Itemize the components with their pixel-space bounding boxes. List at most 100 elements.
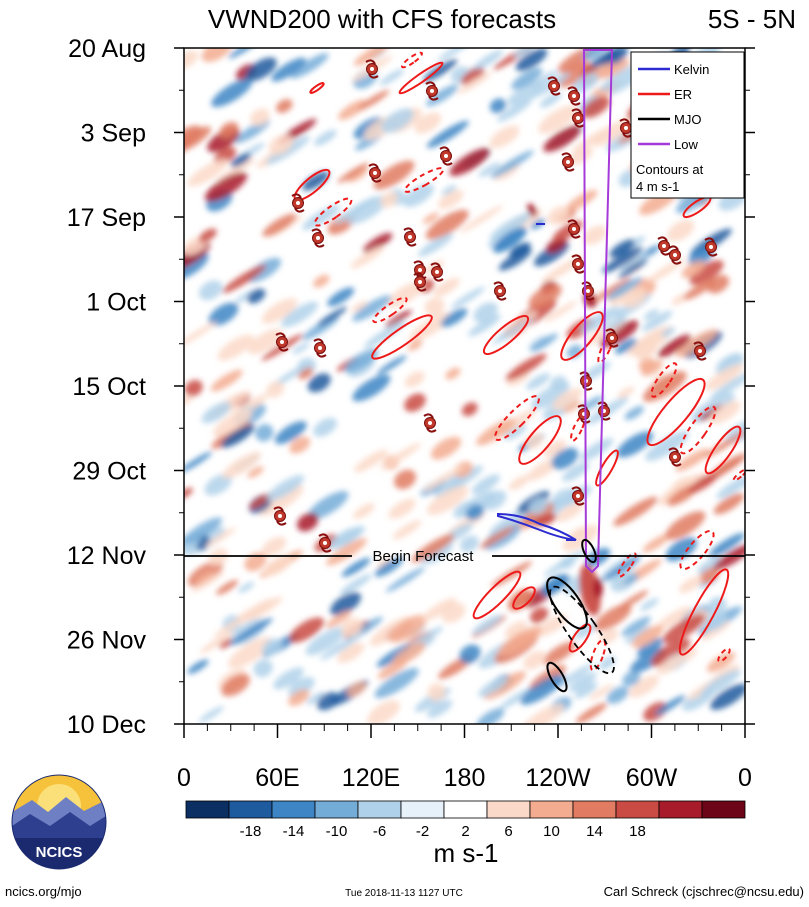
anomaly-blob <box>479 525 515 549</box>
anomaly-blob <box>426 120 469 149</box>
anomaly-blob <box>276 99 293 114</box>
anomaly-blob <box>201 48 233 63</box>
anomaly-blob <box>710 683 745 710</box>
anomaly-blob <box>424 297 445 317</box>
anomaly-blob <box>441 185 457 196</box>
anomaly-blob <box>325 610 352 628</box>
colorbar-swatch <box>443 800 488 819</box>
anomaly-blob <box>425 209 469 240</box>
anomaly-blob <box>418 233 454 257</box>
y-tick-label: 12 Nov <box>67 542 147 570</box>
anomaly-blob <box>394 469 417 490</box>
anomaly-blob <box>449 148 490 176</box>
anomaly-blob <box>490 212 532 240</box>
region-label: 5S - 5N <box>708 4 796 34</box>
storm-marker <box>571 486 585 506</box>
anomaly-blob <box>411 534 455 563</box>
anomaly-blob <box>433 473 466 498</box>
anomaly-blob <box>710 371 745 399</box>
anomaly-blob <box>505 353 547 381</box>
anomaly-blob <box>543 641 576 665</box>
low-contour <box>582 49 614 574</box>
anomaly-blob <box>671 476 692 493</box>
anomaly-blob <box>575 702 607 724</box>
anomaly-blob <box>337 162 370 184</box>
anomaly-blob <box>528 284 562 309</box>
anomaly-blob <box>654 695 686 716</box>
storm-marker <box>425 81 439 101</box>
anomaly-blob <box>616 431 654 458</box>
y-tick-label: 29 Oct <box>72 458 146 486</box>
anomaly-blob <box>404 393 426 412</box>
anomaly-blob <box>234 119 271 144</box>
anomaly-blob <box>498 687 533 710</box>
anomaly-blob <box>602 555 641 581</box>
storm-marker <box>368 163 382 183</box>
anomaly-blob <box>513 48 537 58</box>
er-contour <box>371 314 433 360</box>
storm-marker <box>567 86 581 106</box>
anomaly-blob <box>337 642 365 663</box>
colorbar-swatch <box>314 800 359 819</box>
anomaly-blob <box>184 50 199 69</box>
anomaly-blob <box>581 96 610 119</box>
anomaly-blob <box>498 248 532 271</box>
anomaly-blob <box>191 571 225 593</box>
colorbar-tick-label: -14 <box>283 823 305 840</box>
anomaly-blob <box>504 424 527 441</box>
anomaly-blob <box>572 72 599 93</box>
colorbar-swatch <box>701 800 746 819</box>
anomaly-blob <box>665 511 706 540</box>
anomaly-blob <box>539 92 562 108</box>
anomaly-blob <box>258 484 304 516</box>
anomaly-blob <box>363 232 393 253</box>
anomaly-blob <box>217 334 254 361</box>
er-contour <box>704 425 742 475</box>
storm-marker <box>577 404 591 424</box>
anomaly-blob <box>289 436 311 454</box>
anomaly-blob <box>327 287 355 307</box>
footer-url: ncics.org/mjo <box>5 884 82 899</box>
anomaly-blob <box>590 277 632 304</box>
anomaly-blob <box>199 631 235 654</box>
anomaly-blob <box>472 614 503 635</box>
anomaly-blob <box>614 338 637 355</box>
anomaly-blob <box>290 53 329 79</box>
anomaly-blob <box>621 616 651 637</box>
er-contour <box>472 570 522 620</box>
storm-marker <box>547 76 561 96</box>
colorbar-tick-label: 18 <box>629 823 646 840</box>
er-contour <box>313 197 353 227</box>
anomaly-blob <box>618 259 648 279</box>
anomaly-blob <box>720 353 741 368</box>
anomaly-blob <box>566 344 583 359</box>
anomaly-blob <box>583 225 607 245</box>
anomaly-blob <box>385 567 426 593</box>
anomaly-blob <box>352 295 392 322</box>
anomaly-blob <box>351 300 368 313</box>
er-contour <box>646 377 706 447</box>
er-contour <box>512 586 536 610</box>
anomaly-blob <box>484 671 526 700</box>
anomaly-blob <box>386 281 424 308</box>
anomaly-blob <box>374 557 404 577</box>
anomaly-blob <box>562 462 590 482</box>
colorbar-tick-label: -18 <box>240 823 262 840</box>
anomaly-blob <box>247 466 264 479</box>
y-tick-label: 26 Nov <box>67 627 147 655</box>
anomaly-blob <box>245 57 277 82</box>
storm-marker <box>493 281 507 301</box>
anomaly-blob <box>624 625 652 644</box>
anomaly-blob <box>388 614 427 643</box>
anomaly-blob <box>531 382 570 410</box>
anomaly-blob <box>353 48 390 66</box>
anomaly-blob <box>580 306 620 333</box>
anomaly-blob <box>422 212 439 224</box>
storm-marker <box>273 506 287 526</box>
storm-marker <box>275 332 289 352</box>
colorbar-tick-label: 6 <box>504 823 512 840</box>
anomaly-blob <box>425 84 459 107</box>
anomaly-blob <box>689 260 724 285</box>
anomaly-blob <box>344 348 379 373</box>
anomaly-blob <box>530 333 558 352</box>
